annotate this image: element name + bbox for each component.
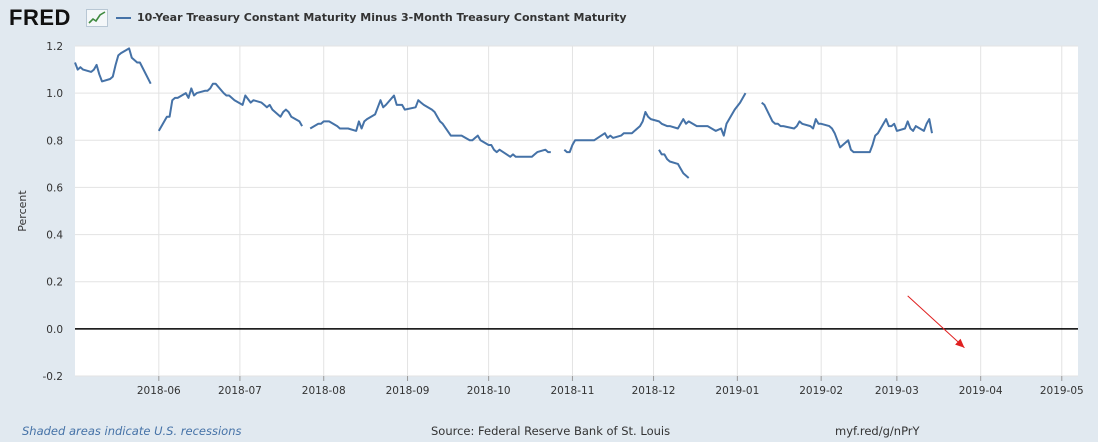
x-tick-label: 2018-08 (302, 385, 346, 397)
recession-note-link[interactable]: Shaded areas indicate U.S. recessions (22, 424, 242, 438)
series-line-segment (761, 101, 933, 154)
x-tick-label: 2018-11 (551, 385, 595, 397)
source-text: Source: Federal Reserve Bank of St. Loui… (431, 424, 671, 438)
x-tick-label: 2018-07 (218, 385, 262, 397)
y-tick-label: 0.6 (46, 182, 63, 194)
x-tick-label: 2019-03 (875, 385, 919, 397)
x-tick-label: 2019-05 (1040, 385, 1084, 397)
y-tick-label: 0.4 (46, 230, 63, 242)
chart-legend: 10-Year Treasury Constant Maturity Minus… (116, 10, 627, 26)
series-line-segment (658, 149, 690, 179)
arrow-head (955, 338, 965, 348)
y-tick-label: 1.2 (46, 41, 63, 53)
chart-header: FRED 10-Year Treasury Constant Maturity … (0, 0, 1098, 38)
chart-footer: Shaded areas indicate U.S. recessions So… (0, 422, 1098, 442)
x-tick-label: 2019-01 (715, 385, 759, 397)
legend-label: 10-Year Treasury Constant Maturity Minus… (137, 11, 627, 24)
short-url[interactable]: myf.red/g/nPrY (835, 424, 920, 438)
y-tick-label: 0.8 (46, 135, 63, 147)
y-axis-title: Percent (16, 190, 29, 232)
x-tick-label: 2019-02 (799, 385, 843, 397)
x-tick-label: 2018-12 (632, 385, 676, 397)
x-tick-label: 2018-09 (386, 385, 430, 397)
legend-swatch (116, 17, 131, 19)
series-line-segment (74, 47, 152, 85)
fred-graph-icon-line (88, 11, 106, 24)
y-tick-label: 0.0 (46, 324, 63, 336)
fred-logo[interactable]: FRED (9, 5, 71, 30)
x-tick-label: 2018-10 (467, 385, 511, 397)
series-line-segment (309, 94, 551, 158)
annotation-arrow (907, 295, 965, 349)
plot-area (75, 46, 1078, 376)
x-tick-label: 2018-06 (137, 385, 181, 397)
y-tick-label: 0.2 (46, 277, 63, 289)
line-chart: 1.2 1.0 0.8 0.6 0.4 0.2 0.0 -0.2 2018-06 2018-07… (16, 41, 1084, 397)
y-axis-ticks: 1.2 1.0 0.8 0.6 0.4 0.2 0.0 -0.2 (43, 41, 64, 383)
y-tick-label: -0.2 (43, 371, 64, 383)
series-lines (74, 47, 933, 179)
series-line-segment (563, 92, 747, 154)
fred-graph-icon (86, 9, 108, 27)
series-line-segment (157, 82, 303, 132)
arrow-shaft (907, 295, 965, 349)
y-tick-label: 1.0 (46, 88, 63, 100)
gridlines (75, 45, 1078, 377)
x-tick-label: 2019-04 (959, 385, 1003, 397)
x-axis-ticks: 2018-06 2018-07 2018-08 2018-09 2018-10 2018-… (137, 376, 1084, 397)
